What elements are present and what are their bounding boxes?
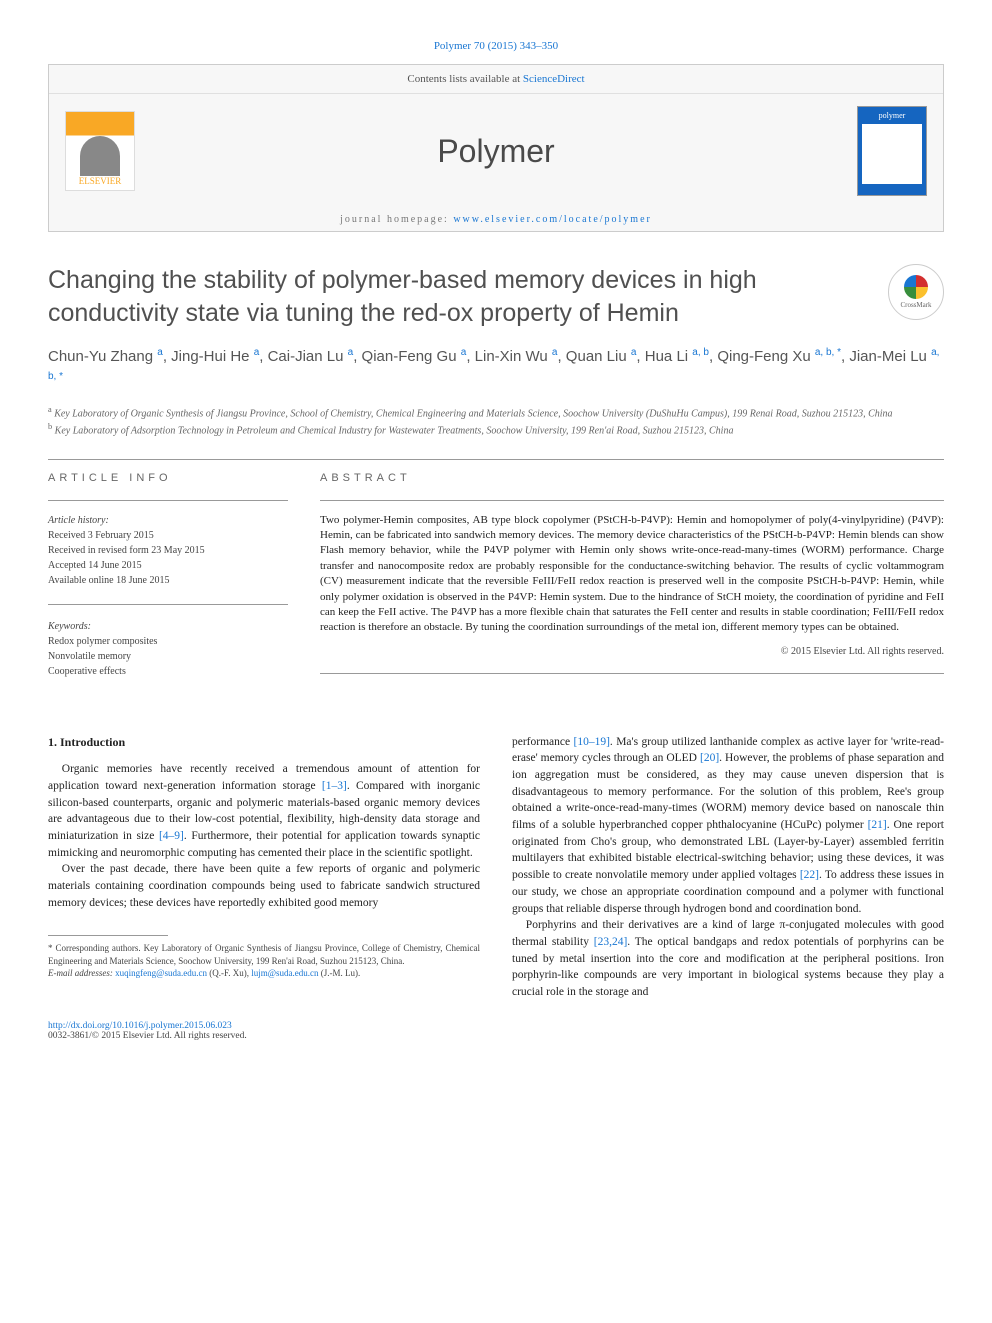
abstract-bottom-rule xyxy=(320,673,944,674)
elsevier-tree-icon xyxy=(80,136,120,176)
online-date: Available online 18 June 2015 xyxy=(48,573,288,588)
intro-p3: performance [10–19]. Ma's group utilized… xyxy=(512,734,944,917)
body-columns: 1. Introduction Organic memories have re… xyxy=(48,734,944,1001)
contents-list-text: Contents lists available at ScienceDirec… xyxy=(65,73,927,85)
doi-block: http://dx.doi.org/10.1016/j.polymer.2015… xyxy=(48,1021,944,1041)
cover-label: polymer xyxy=(879,111,906,120)
abstract-text: Two polymer-Hemin composites, AB type bl… xyxy=(320,513,944,636)
keywords-label: Keywords: xyxy=(48,619,288,634)
doi-link[interactable]: http://dx.doi.org/10.1016/j.polymer.2015… xyxy=(48,1021,232,1031)
journal-name: Polymer xyxy=(135,133,857,170)
title-row: Changing the stability of polymer-based … xyxy=(48,264,944,329)
journal-header: Contents lists available at ScienceDirec… xyxy=(48,64,944,232)
abstract-copyright: © 2015 Elsevier Ltd. All rights reserved… xyxy=(320,646,944,657)
article-title: Changing the stability of polymer-based … xyxy=(48,264,872,329)
article-info-label: ARTICLE INFO xyxy=(48,472,288,484)
elsevier-logo: ELSEVIER xyxy=(65,111,135,191)
authors-list: Chun-Yu Zhang a, Jing-Hui He a, Cai-Jian… xyxy=(48,345,944,392)
email-link-2[interactable]: lujm@suda.edu.cn xyxy=(251,968,318,978)
header-bottom: journal homepage: www.elsevier.com/locat… xyxy=(49,208,943,231)
affiliation-b: b Key Laboratory of Adsorption Technolog… xyxy=(48,421,944,438)
contents-label: Contents lists available at xyxy=(407,73,522,85)
header-top: Contents lists available at ScienceDirec… xyxy=(49,65,943,94)
abstract-label: ABSTRACT xyxy=(320,472,944,484)
intro-p4: Porphyrins and their derivatives are a k… xyxy=(512,917,944,1000)
affiliation-a: a Key Laboratory of Organic Synthesis of… xyxy=(48,404,944,421)
homepage-link[interactable]: www.elsevier.com/locate/polymer xyxy=(453,214,652,225)
keyword-1: Redox polymer composites xyxy=(48,634,288,649)
corr-text: * Corresponding authors. Key Laboratory … xyxy=(48,942,480,967)
header-middle: ELSEVIER Polymer polymer xyxy=(49,94,943,208)
accepted-date: Accepted 14 June 2015 xyxy=(48,558,288,573)
sciencedirect-link[interactable]: ScienceDirect xyxy=(523,73,585,85)
history-label: Article history: xyxy=(48,513,288,528)
info-rule xyxy=(48,500,288,501)
footnote-rule xyxy=(48,935,168,936)
article-info-body: Article history: Received 3 February 201… xyxy=(48,513,288,679)
publisher-name: ELSEVIER xyxy=(79,176,122,186)
crossmark-label: CrossMark xyxy=(900,301,931,309)
cover-inner xyxy=(862,124,922,184)
corresponding-footnote: * Corresponding authors. Key Laboratory … xyxy=(48,942,480,980)
abstract-col: ABSTRACT Two polymer-Hemin composites, A… xyxy=(320,472,944,686)
email-line: E-mail addresses: xuqingfeng@suda.edu.cn… xyxy=(48,967,480,980)
intro-heading: 1. Introduction xyxy=(48,734,480,751)
received-date: Received 3 February 2015 xyxy=(48,528,288,543)
citation-bar: Polymer 70 (2015) 343–350 xyxy=(48,40,944,52)
body-col-left: 1. Introduction Organic memories have re… xyxy=(48,734,480,1001)
affiliations: a Key Laboratory of Organic Synthesis of… xyxy=(48,404,944,439)
intro-p1: Organic memories have recently received … xyxy=(48,761,480,861)
info-abstract-row: ARTICLE INFO Article history: Received 3… xyxy=(48,472,944,686)
issn-copyright: 0032-3861/© 2015 Elsevier Ltd. All right… xyxy=(48,1031,247,1041)
article-info-col: ARTICLE INFO Article history: Received 3… xyxy=(48,472,288,686)
journal-cover-thumb: polymer xyxy=(857,106,927,196)
crossmark-badge[interactable]: CrossMark xyxy=(888,264,944,320)
section-rule xyxy=(48,459,944,460)
homepage-label: journal homepage: xyxy=(340,214,453,225)
keyword-2: Nonvolatile memory xyxy=(48,649,288,664)
email2-name: (J.-M. Lu). xyxy=(319,968,361,978)
intro-p2: Over the past decade, there have been qu… xyxy=(48,861,480,911)
abstract-rule xyxy=(320,500,944,501)
crossmark-icon xyxy=(904,275,928,299)
keyword-3: Cooperative effects xyxy=(48,664,288,679)
email-link-1[interactable]: xuqingfeng@suda.edu.cn xyxy=(115,968,207,978)
body-col-right: performance [10–19]. Ma's group utilized… xyxy=(512,734,944,1001)
revised-date: Received in revised form 23 May 2015 xyxy=(48,543,288,558)
kw-rule xyxy=(48,604,288,605)
email-label: E-mail addresses: xyxy=(48,968,115,978)
email1-name: (Q.-F. Xu), xyxy=(207,968,251,978)
